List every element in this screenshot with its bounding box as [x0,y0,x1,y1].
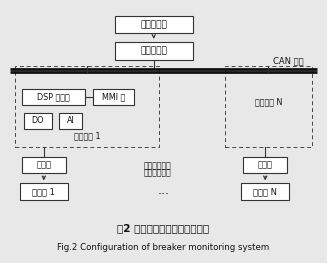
FancyBboxPatch shape [59,113,82,129]
Text: 程、振动测量: 程、振动测量 [144,169,172,178]
FancyBboxPatch shape [243,157,287,173]
Text: 断路器 N: 断路器 N [253,187,277,196]
Text: 电流测量、行: 电流测量、行 [144,161,172,171]
Text: DSP 主控板: DSP 主控板 [37,93,70,102]
Text: 传感器: 传感器 [258,161,273,170]
FancyBboxPatch shape [115,42,193,59]
Text: 图2 断路器在线监测系统的结构: 图2 断路器在线监测系统的结构 [117,223,210,233]
Text: 监测装置 N: 监测装置 N [255,97,282,106]
Text: 传感器: 传感器 [36,161,51,170]
Text: DO: DO [32,116,44,125]
FancyBboxPatch shape [115,16,193,33]
FancyBboxPatch shape [24,113,52,129]
Text: AI: AI [66,116,74,125]
Text: CAN 总线: CAN 总线 [273,57,303,65]
Text: ...: ... [158,184,169,197]
Text: MMI 板: MMI 板 [102,93,126,102]
Text: Fig.2 Configuration of breaker monitoring system: Fig.2 Configuration of breaker monitorin… [57,244,270,252]
Text: 断路器 1: 断路器 1 [32,187,55,196]
FancyBboxPatch shape [22,89,85,105]
Text: 上位机系统: 上位机系统 [140,20,167,29]
FancyBboxPatch shape [241,183,289,200]
Text: 监测装置 1: 监测装置 1 [74,131,100,140]
FancyBboxPatch shape [20,183,68,200]
FancyBboxPatch shape [94,89,134,105]
FancyBboxPatch shape [22,157,66,173]
Text: 通信前置机: 通信前置机 [140,46,167,55]
